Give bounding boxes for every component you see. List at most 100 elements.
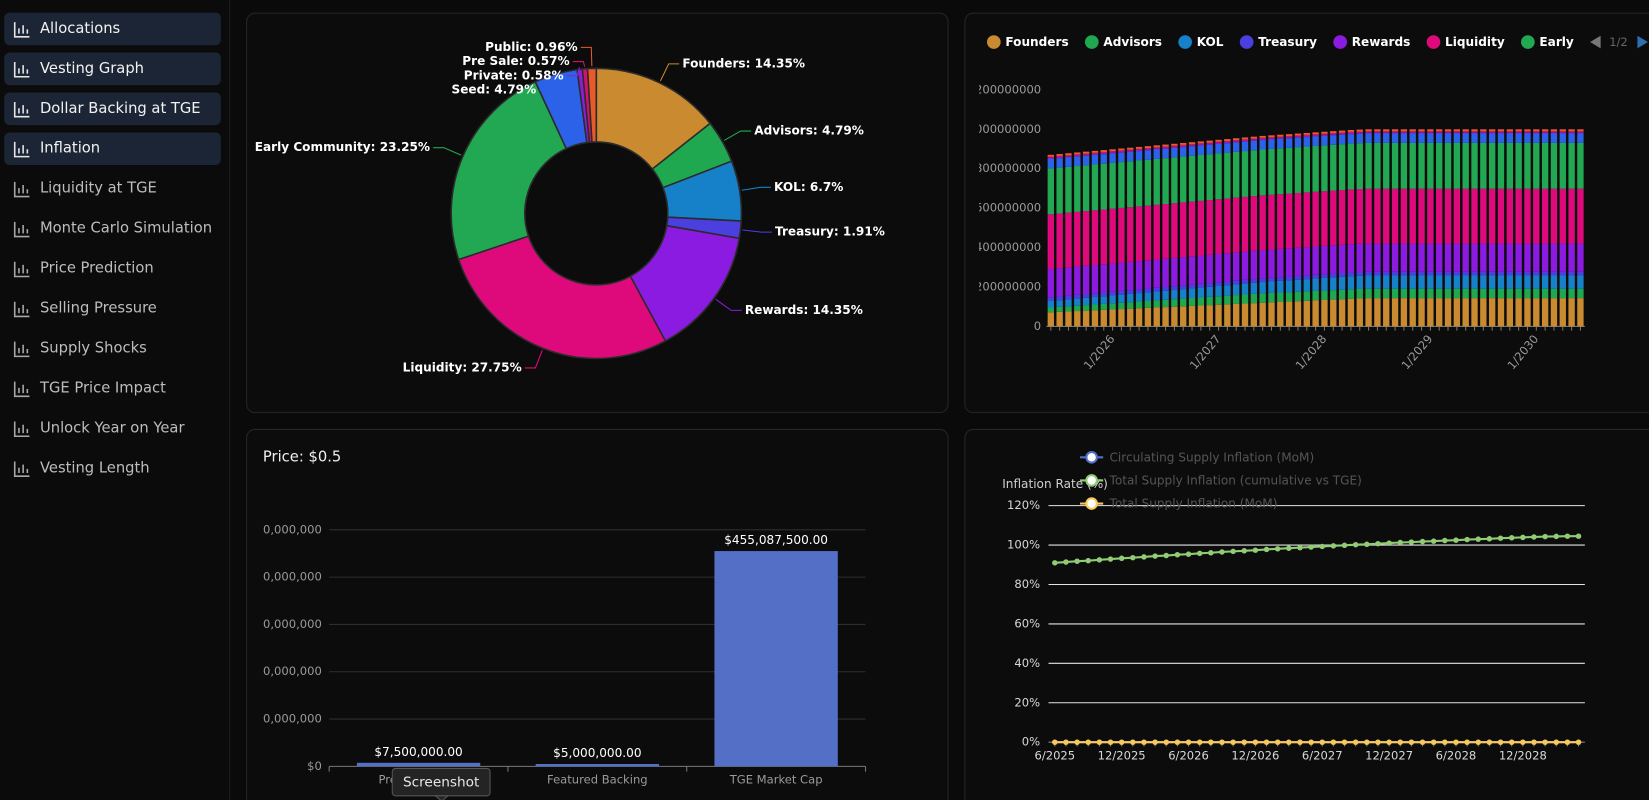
- menu-label[interactable]: Supply Shocks: [40, 339, 147, 356]
- menu-label[interactable]: Liquidity at TGE: [40, 180, 157, 197]
- bar-segment: [1533, 129, 1540, 132]
- bar-segment: [1056, 155, 1063, 158]
- bar-segment: [1427, 288, 1434, 299]
- bar-segment: [1277, 136, 1284, 138]
- bar-segment: [1268, 292, 1275, 303]
- menu-item[interactable]: Liquidity at TGE: [4, 172, 221, 205]
- bar-segment: [1347, 276, 1355, 290]
- pager-prev[interactable]: [1590, 35, 1601, 49]
- bar-segment: [1577, 275, 1584, 289]
- series-point: [1163, 739, 1169, 745]
- menu-item[interactable]: Unlock Year on Year: [4, 412, 221, 445]
- menu-label[interactable]: Vesting Length: [40, 459, 150, 476]
- bar-segment: [1356, 288, 1363, 299]
- menu-icon: [13, 421, 30, 438]
- bar-segment: [1436, 188, 1443, 244]
- bar-segment: [1144, 307, 1152, 327]
- bar-segment: [1391, 271, 1399, 276]
- series-point: [1352, 541, 1359, 548]
- bar-segment: [1497, 133, 1505, 143]
- menu-item-bg[interactable]: [4, 92, 221, 126]
- menu-label[interactable]: Unlock Year on Year: [40, 419, 185, 436]
- bar-segment: [1091, 264, 1099, 294]
- series-point: [1107, 556, 1114, 562]
- bar-segment: [1568, 275, 1575, 289]
- bar-segment: [1285, 147, 1293, 194]
- bar-segment: [1427, 131, 1434, 133]
- bar-segment: [1259, 138, 1266, 141]
- menu-item[interactable]: Vesting Length: [4, 452, 221, 485]
- bar-segment: [1524, 188, 1531, 244]
- x-tick-label: 6/2027: [1302, 748, 1343, 762]
- bar-segment: [1162, 148, 1169, 159]
- bar-segment: [1347, 133, 1355, 135]
- bar-segment: [1409, 142, 1416, 189]
- menu-item-bg[interactable]: [4, 12, 221, 46]
- bar-segment: [1453, 298, 1461, 327]
- bar-segment: [1321, 274, 1328, 278]
- bar-segment: [1135, 149, 1143, 152]
- bar-segment: [1074, 311, 1081, 327]
- bar-segment: [1330, 144, 1337, 191]
- menu-icon: [13, 141, 30, 158]
- bar-segment: [1312, 290, 1319, 301]
- bar-segment: [1524, 142, 1531, 189]
- bar-segment: [1074, 298, 1081, 306]
- menu-item[interactable]: TGE Price Impact: [4, 372, 221, 405]
- bar-segment: [1074, 294, 1081, 299]
- bar-segment: [1524, 131, 1531, 133]
- menu-item[interactable]: Selling Pressure: [4, 292, 221, 325]
- bar-segment: [1268, 194, 1275, 250]
- bar-segment: [1356, 272, 1363, 276]
- bar-segment: [1197, 297, 1205, 306]
- menu-item[interactable]: Price Prediction: [4, 252, 221, 285]
- bar-segment: [1056, 154, 1063, 156]
- menu-label[interactable]: Price Prediction: [40, 260, 154, 277]
- menu-item-bg[interactable]: [4, 132, 221, 166]
- menu-label[interactable]: Monte Carlo Simulation: [40, 220, 212, 237]
- bar-segment: [1233, 140, 1240, 142]
- bar-segment: [1215, 141, 1222, 143]
- menu-item[interactable]: Vesting Graph: [4, 52, 221, 86]
- bar-segment: [1206, 144, 1213, 155]
- bar-segment: [1436, 142, 1443, 189]
- menu-item[interactable]: Supply Shocks: [4, 332, 221, 365]
- bar-segment: [1144, 288, 1152, 293]
- bar-segment: [1365, 129, 1372, 132]
- bar-segment: [1462, 131, 1469, 133]
- menu-label[interactable]: Dollar Backing at TGE: [40, 100, 201, 117]
- bar-segment: [1224, 152, 1231, 199]
- pager-next[interactable]: [1637, 35, 1648, 49]
- bar-segment: [1321, 300, 1328, 327]
- bar-segment: [1330, 273, 1337, 278]
- legend-swatch: [1178, 35, 1192, 49]
- bar-segment: [1153, 291, 1160, 301]
- y-tick-label: $400,000,000: [241, 570, 322, 584]
- bar-segment: [1180, 144, 1187, 146]
- bar-segment: [1109, 303, 1116, 310]
- menu-item[interactable]: Inflation: [4, 132, 221, 166]
- menu-item-bg[interactable]: [4, 52, 221, 86]
- bar-segment: [1188, 298, 1196, 306]
- menu-label[interactable]: Inflation: [40, 140, 100, 157]
- bar-segment: [1533, 298, 1540, 327]
- series-point: [1364, 739, 1370, 745]
- bar-segment: [1374, 142, 1381, 189]
- series-point: [1130, 554, 1136, 561]
- legend-swatch: [1085, 474, 1098, 487]
- menu-item[interactable]: Dollar Backing at TGE: [4, 92, 221, 126]
- bar-segment: [1497, 271, 1505, 276]
- bar-segment: [1171, 146, 1178, 148]
- bar-segment: [1056, 158, 1063, 168]
- menu-label[interactable]: Vesting Graph: [40, 60, 144, 77]
- menu-label[interactable]: Allocations: [40, 20, 120, 37]
- bar-segment: [1100, 154, 1107, 164]
- bar-segment: [1047, 214, 1054, 269]
- bar-segment: [1153, 259, 1160, 288]
- menu-item[interactable]: Monte Carlo Simulation: [4, 212, 221, 245]
- legend-label: Founders: [1005, 35, 1068, 49]
- menu-label[interactable]: Selling Pressure: [40, 300, 157, 317]
- menu-label[interactable]: TGE Price Impact: [39, 379, 166, 396]
- bar-segment: [1259, 278, 1266, 283]
- menu-item[interactable]: Allocations: [4, 12, 221, 46]
